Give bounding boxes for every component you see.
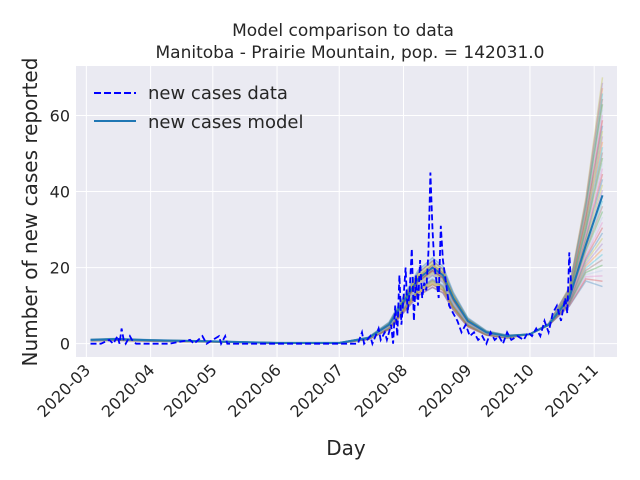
y-tick-label: 40 — [50, 183, 70, 202]
legend-data-label: new cases data — [148, 83, 288, 104]
y-tick-label: 60 — [50, 106, 70, 125]
chart-subtitle: Manitoba - Prairie Mountain, pop. = 1420… — [155, 43, 544, 63]
x-tick-label: 2020-04 — [98, 360, 159, 421]
x-tick-label: 2020-03 — [33, 360, 94, 421]
legend: new cases data new cases model — [94, 83, 303, 133]
y-tick-label: 0 — [60, 335, 70, 354]
x-tick-label: 2020-07 — [286, 360, 347, 421]
y-axis-label: Number of new cases reported — [18, 58, 42, 367]
x-tick-label: 2020-09 — [415, 360, 476, 421]
legend-model-label: new cases model — [148, 112, 303, 133]
x-tick-label: 2020-10 — [477, 360, 538, 421]
series-layer — [90, 172, 604, 347]
chart-title: Model comparison to data — [232, 21, 454, 41]
x-tick-label: 2020-06 — [224, 360, 285, 421]
x-axis-label: Day — [326, 436, 366, 460]
y-tick-label: 20 — [50, 259, 70, 278]
plot-area — [76, 66, 617, 357]
x-tick-label: 2020-05 — [160, 360, 221, 421]
x-tick-label: 2020-11 — [541, 360, 602, 421]
x-tick-label: 2020-08 — [351, 360, 412, 421]
grid — [76, 66, 617, 357]
series-data-line — [90, 172, 573, 347]
